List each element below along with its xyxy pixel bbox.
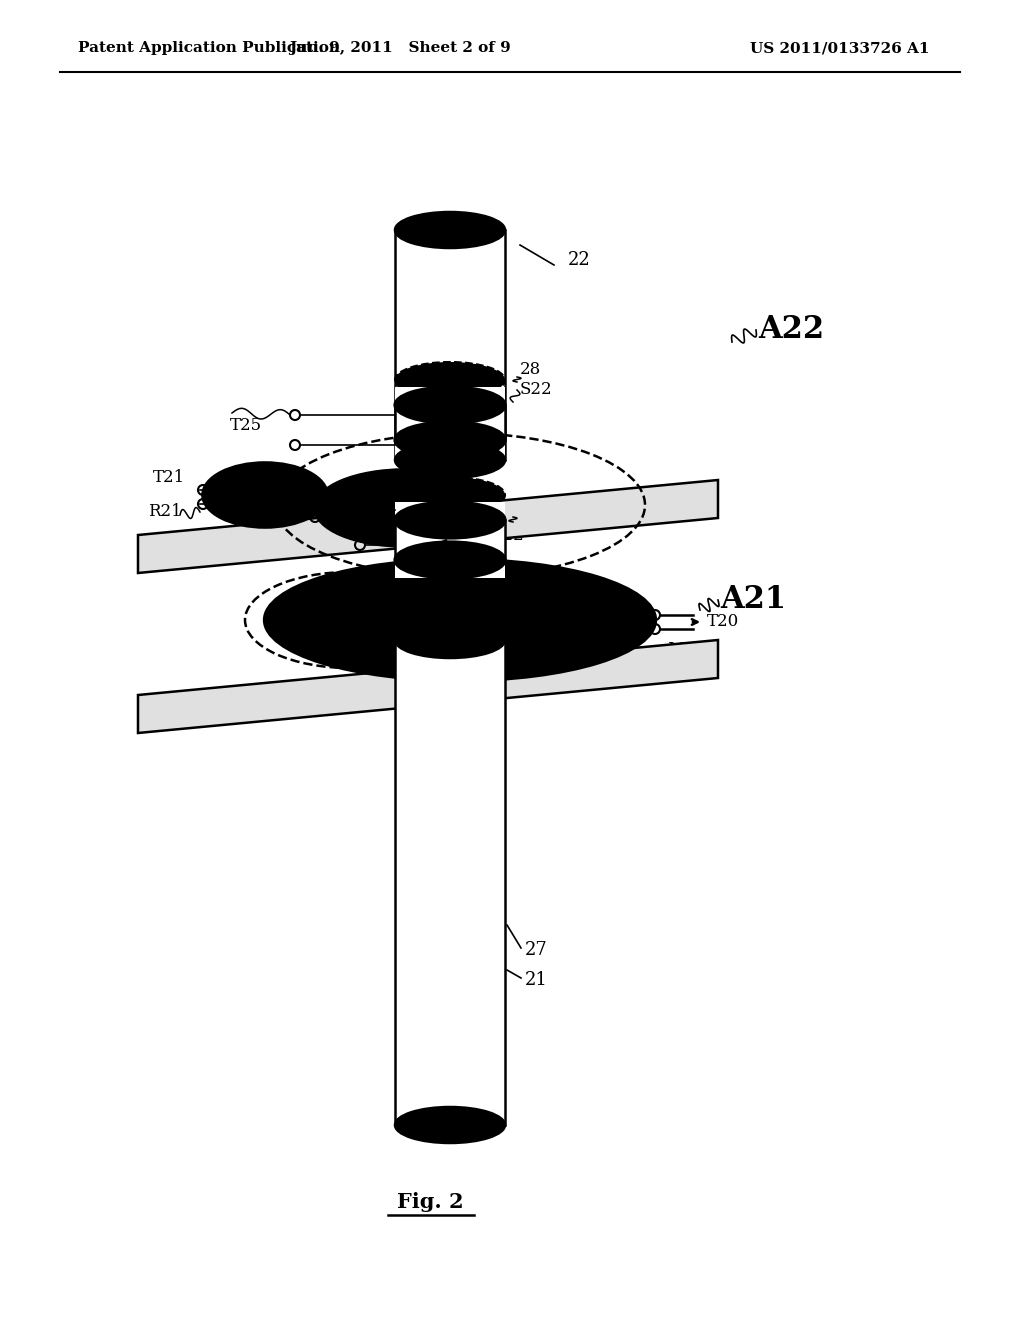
Ellipse shape [265, 560, 655, 680]
Polygon shape [138, 480, 718, 573]
Text: R22: R22 [490, 528, 523, 544]
Text: S21: S21 [517, 507, 550, 524]
Text: A21: A21 [720, 585, 786, 615]
Ellipse shape [395, 442, 505, 478]
Ellipse shape [395, 543, 505, 578]
Ellipse shape [395, 422, 505, 458]
Ellipse shape [395, 502, 505, 539]
Ellipse shape [395, 362, 505, 399]
Text: L21: L21 [667, 642, 699, 659]
Ellipse shape [395, 387, 505, 422]
Text: A22: A22 [758, 314, 824, 346]
Ellipse shape [395, 213, 505, 248]
Text: S22: S22 [520, 381, 553, 399]
Text: T20: T20 [707, 612, 739, 630]
Text: T25: T25 [230, 417, 262, 433]
Ellipse shape [395, 477, 505, 513]
Text: Jun. 9, 2011   Sheet 2 of 9: Jun. 9, 2011 Sheet 2 of 9 [289, 41, 511, 55]
Bar [395, 230, 505, 459]
Ellipse shape [395, 387, 505, 422]
Ellipse shape [315, 470, 495, 546]
Text: T24: T24 [285, 511, 317, 528]
Text: 27: 27 [525, 941, 548, 960]
Polygon shape [138, 640, 718, 733]
Text: T22: T22 [263, 495, 295, 511]
Text: Patent Application Publication: Patent Application Publication [78, 41, 340, 55]
Text: R21: R21 [148, 503, 181, 520]
Text: Fig. 2: Fig. 2 [396, 1192, 463, 1212]
Bar [395, 387, 505, 458]
Ellipse shape [395, 502, 505, 539]
Ellipse shape [395, 622, 505, 657]
Text: T21: T21 [153, 469, 185, 486]
Ellipse shape [203, 463, 327, 527]
Text: 28: 28 [520, 362, 542, 379]
Ellipse shape [395, 543, 505, 578]
Text: US 2011/0133726 A1: US 2011/0133726 A1 [751, 41, 930, 55]
Bar [395, 640, 505, 1125]
Text: 22: 22 [568, 251, 591, 269]
Text: 21: 21 [525, 972, 548, 989]
Bar [395, 502, 505, 578]
Ellipse shape [395, 422, 505, 458]
Ellipse shape [395, 1107, 505, 1143]
